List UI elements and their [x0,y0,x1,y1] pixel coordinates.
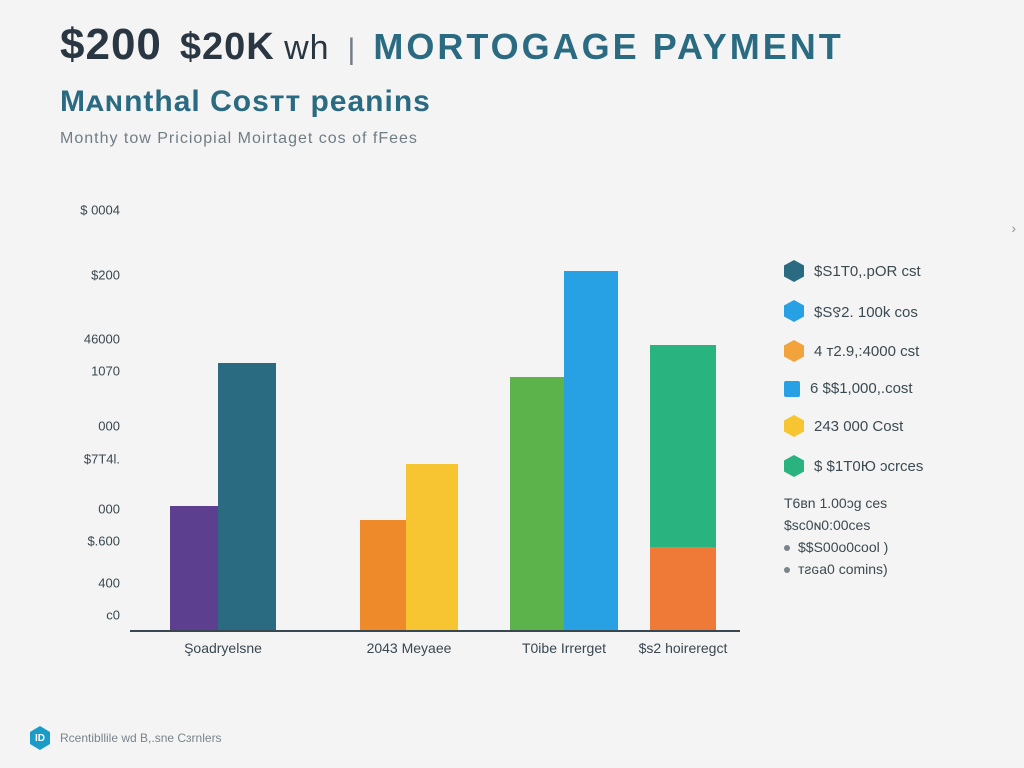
subtitle-primary: Mᴀɴnthal Cᴏsᴛᴛ peanins [60,85,431,119]
bar [650,345,716,547]
plot-area: Şoadryelsne2043 MeyaeeT0ibe Irrerget$s2 … [130,170,740,632]
legend-label: $ $1T0Ю ɔcrces [814,458,923,475]
legend-label: $S1T0,.pOR cst [814,263,921,280]
legend-note: $$S00о0cool ) [784,539,994,555]
x-axis-label: $s2 hoireregct [603,640,763,656]
legend-item: 4 ᴛ2.9,:4000 cst [784,340,994,362]
mortgage-bar-chart: $ 0004 $200 46000 1070 000 $7T4l. 000 $.600 400 c… [60,170,740,690]
title-main: MORTOGAGE PAYMENT [373,26,843,68]
legend-item: 6 $$1,000,.cost [784,380,994,397]
title-amount-1: $200 [60,20,162,70]
legend-swatch-icon [784,415,804,437]
legend-swatch-icon [784,381,800,397]
y-tick-label: 1070 [60,364,120,379]
legend-label: $S꯱2. 100k cos [814,301,918,322]
stray-glyph: › [1011,220,1016,236]
title-amount-2: $20K wh [180,26,330,69]
bar [170,506,218,630]
x-axis-label: Şoadryelsne [143,640,303,656]
subtitle-secondary: Monthy tow Priciopial Moirtaget cos of f… [60,130,418,148]
bar [406,464,458,630]
legend-label: 6 $$1,000,.cost [810,380,913,397]
y-tick-label: 000 [60,419,120,434]
y-tick-label: $.600 [60,534,120,549]
legend-swatch-icon [784,260,804,282]
bar [218,363,276,630]
footer-credit: ID Rcentibllile wd B,.sne Cɜrnlers [30,726,222,750]
x-axis-label: 2043 Meyaee [329,640,489,656]
y-tick-label: $7T4l. [60,451,120,466]
legend-note: ᴛƨɢa0 comins) [784,561,994,577]
bar [510,377,564,630]
bar [564,271,618,630]
legend-item: 243 000 Cost [784,415,994,437]
title-separator: | [348,33,356,67]
bar [650,547,716,630]
y-tick-label: c0 [60,608,120,623]
y-tick-label: $ 0004 [60,203,120,218]
legend-swatch-icon [784,300,804,322]
footer-text: Rcentibllile wd B,.sne Cɜrnlers [60,731,222,745]
publisher-logo-icon: ID [30,726,50,750]
legend-note: $sc0ɴ0:00ces [784,517,994,533]
legend-note: T6вn 1.00ɔg ces [784,495,994,511]
legend-swatch-icon [784,340,804,362]
y-tick-label: $200 [60,267,120,282]
bar [360,520,406,630]
y-tick-label: 46000 [60,332,120,347]
page-title: $200 $20K wh | MORTOGAGE PAYMENT [60,20,984,70]
page: $200 $20K wh | MORTOGAGE PAYMENT Mᴀɴntha… [0,0,1024,768]
y-tick-label: 400 [60,575,120,590]
legend: $S1T0,.pOR cst $S꯱2. 100k cos 4 ᴛ2.9,:4000… [784,260,994,577]
legend-label: 4 ᴛ2.9,:4000 cst [814,343,919,360]
legend-label: 243 000 Cost [814,418,903,435]
y-tick-label: 000 [60,502,120,517]
legend-swatch-icon [784,455,804,477]
legend-item: $S꯱2. 100k cos [784,300,994,322]
legend-item: $S1T0,.pOR cst [784,260,994,282]
legend-item: $ $1T0Ю ɔcrces [784,455,994,477]
